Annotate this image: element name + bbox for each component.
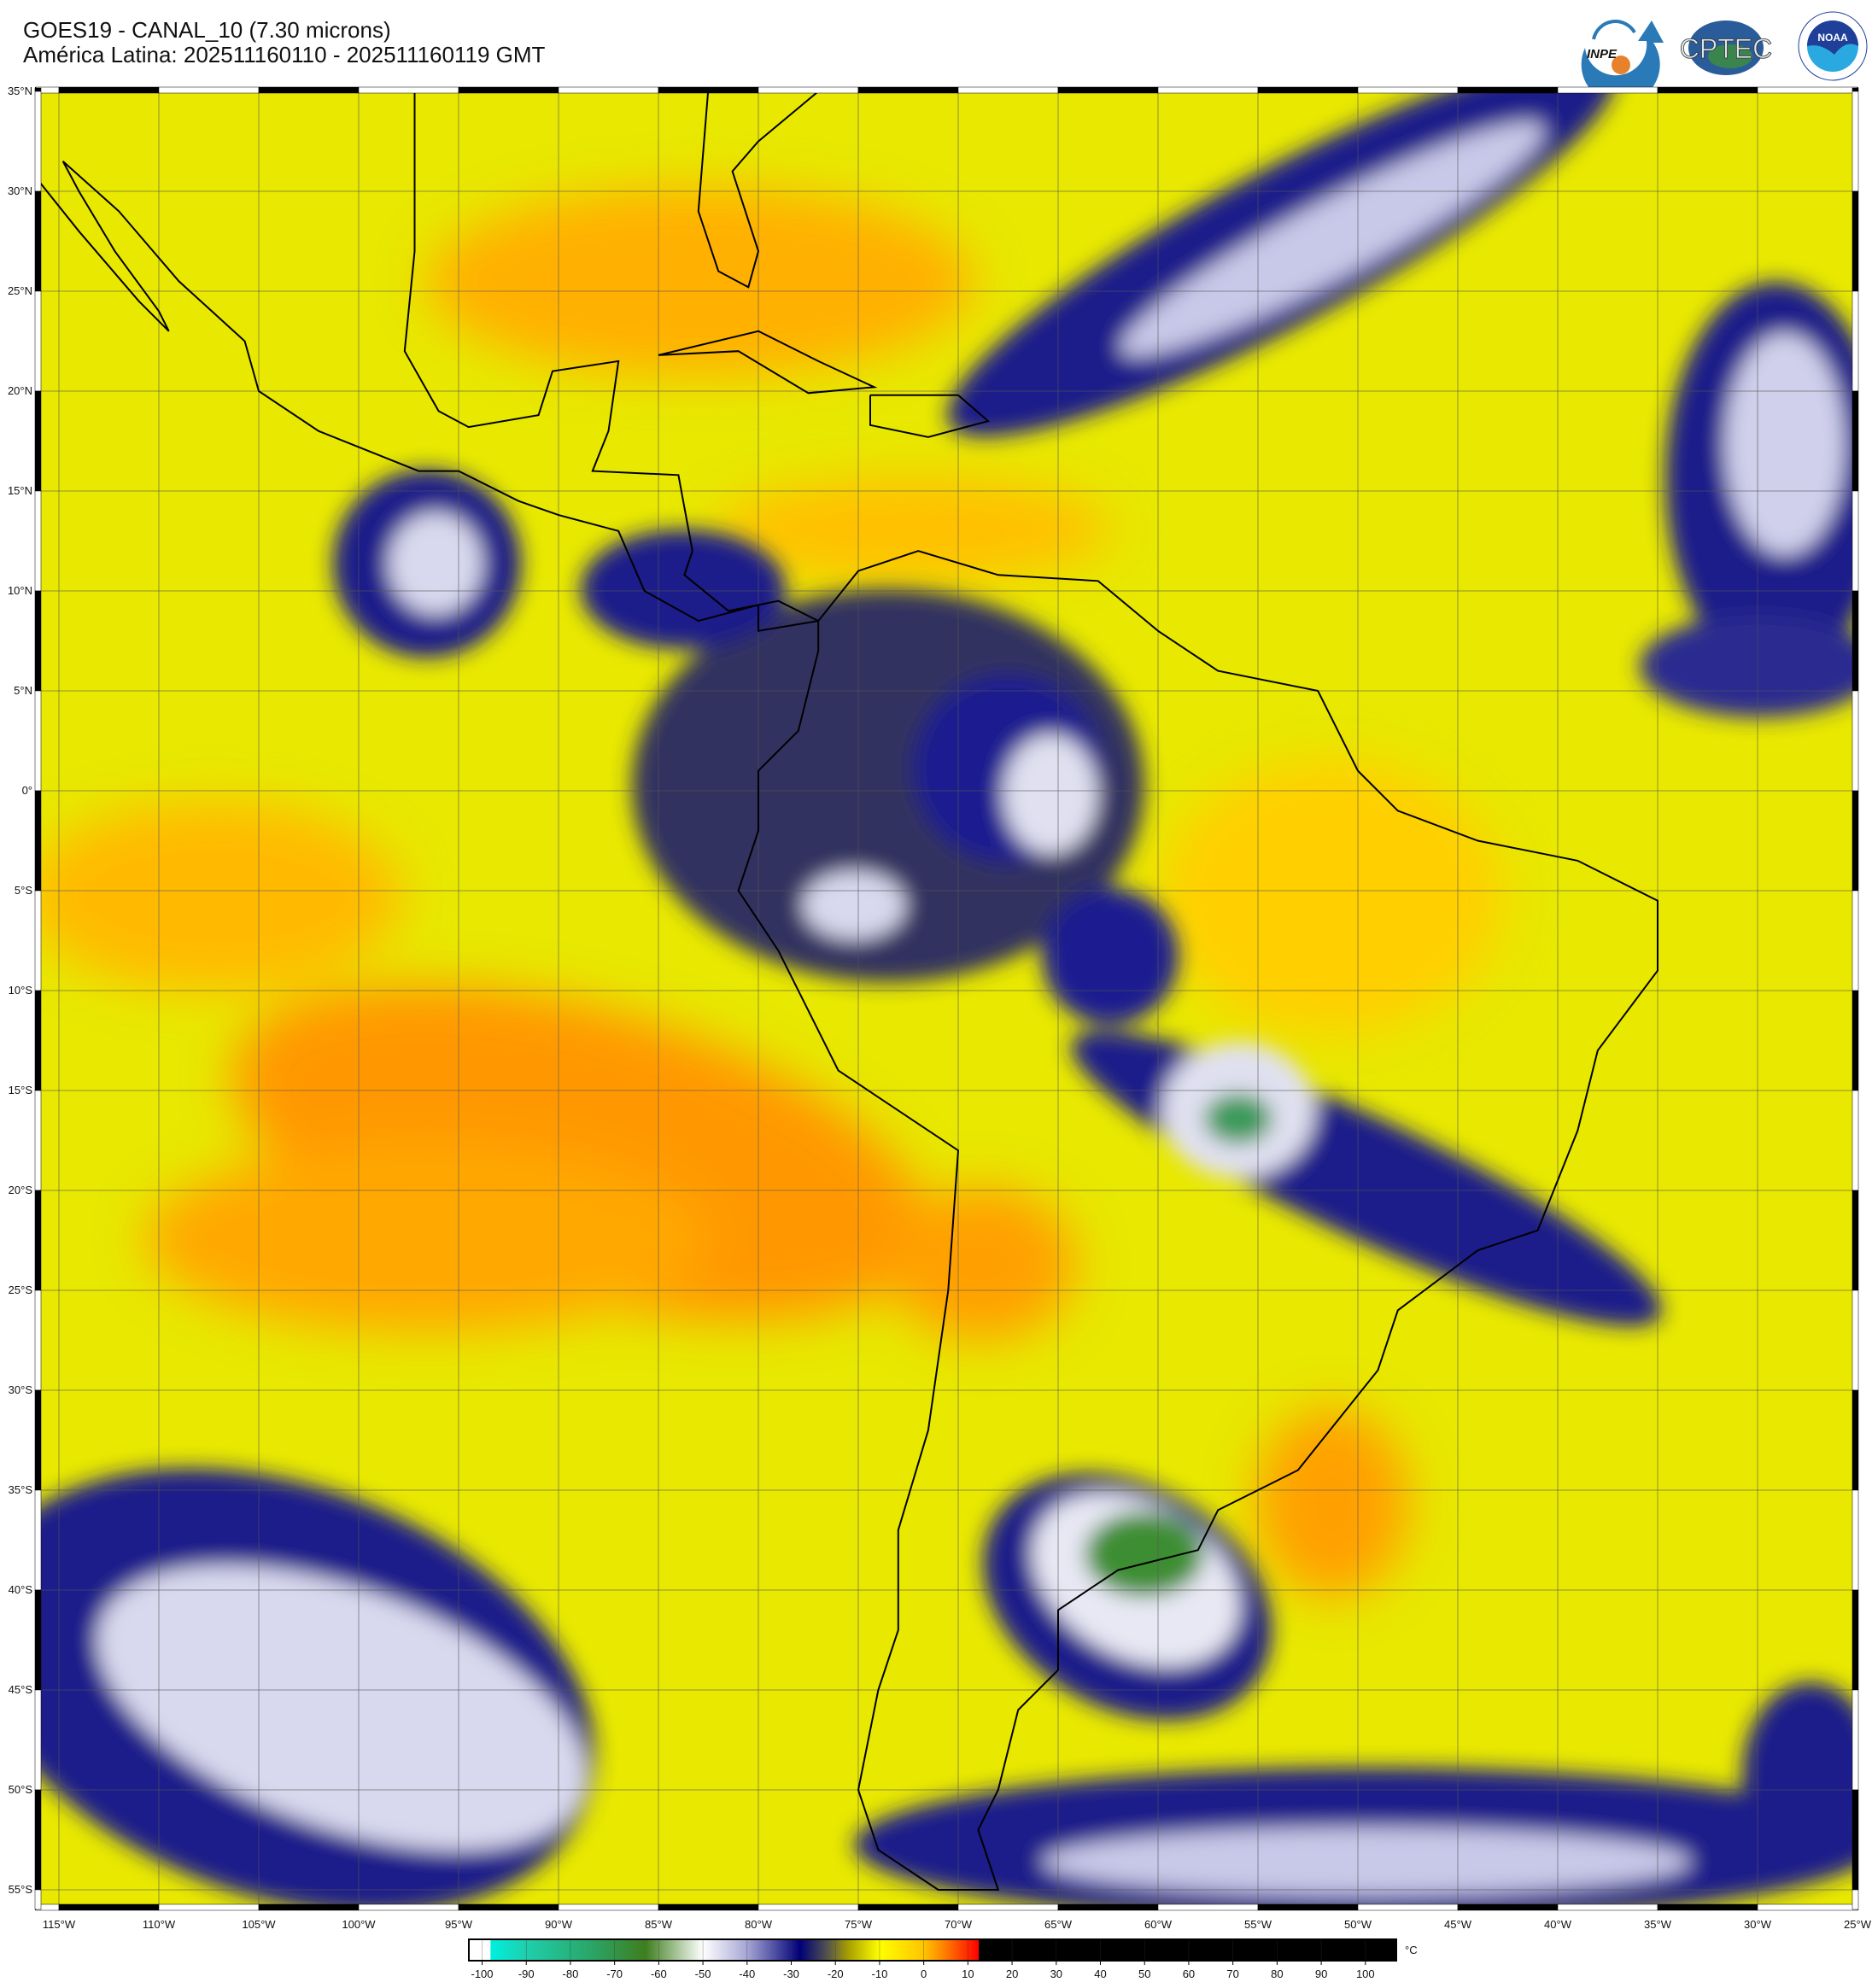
lat-label: 5°S (15, 884, 32, 897)
lat-label: 25°S (9, 1283, 33, 1296)
map-subtitle: América Latina: 202511160110 - 202511160… (23, 42, 546, 67)
colorbar-tick-label: -60 (651, 1968, 667, 1980)
lon-label: 110°W (143, 1918, 176, 1930)
lat-label: 35°S (9, 1483, 33, 1496)
lon-label: 115°W (43, 1918, 76, 1930)
colorbar-tick-label: 0 (921, 1968, 927, 1980)
lat-label: 20°S (9, 1184, 33, 1196)
lat-label: 15°N (8, 484, 32, 497)
lon-label: 35°W (1644, 1918, 1672, 1930)
lon-label: 50°W (1344, 1918, 1372, 1930)
lon-label: 80°W (745, 1918, 773, 1930)
lon-label: 45°W (1444, 1918, 1472, 1930)
lat-label: 55°S (9, 1883, 33, 1896)
inpe-logo: INPE (1581, 20, 1664, 87)
colorbar-tick-label: -100 (471, 1968, 493, 1980)
cloud-areas (36, 88, 1857, 1909)
cptec-logo: CPTEC (1679, 20, 1773, 75)
lat-label: 25°N (8, 284, 32, 297)
colorbar-tick-label: -10 (872, 1968, 888, 1980)
lon-label: 60°W (1144, 1918, 1173, 1930)
svg-text:NOAA: NOAA (1817, 32, 1848, 44)
lat-label: 40°S (9, 1583, 33, 1596)
svg-text:CPTEC: CPTEC (1680, 33, 1772, 64)
lat-label: 35°N (8, 85, 32, 97)
longitude-labels: 115°W 110°W 105°W 100°W 95°W 90°W 85°W 80°W 75°W… (43, 1918, 1872, 1930)
lon-label: 55°W (1244, 1918, 1272, 1930)
map-title: GOES19 - CANAL_10 (7.30 microns) (23, 17, 391, 43)
coastline-south-america (737, 550, 1658, 1891)
colorbar-tick-label: -80 (563, 1968, 579, 1980)
colorbar-tick-label: -70 (606, 1968, 623, 1980)
lon-label: 100°W (342, 1918, 376, 1930)
graticule (36, 88, 1857, 1909)
noaa-logo: NOAA (1798, 11, 1868, 81)
colorbar-unit: °C (1405, 1944, 1418, 1956)
lat-label: 50°S (9, 1783, 33, 1796)
colorbar-tick-label: 70 (1226, 1968, 1238, 1980)
colorbar-tick-label: 90 (1315, 1968, 1327, 1980)
colorbar-tick-label: 50 (1138, 1968, 1150, 1980)
satellite-map[interactable]: 35°N 30°N 25°N 20°N 15°N 10°N 5°N 0° 5°S 10°S 15°S… (0, 0, 1872, 1930)
latitude-labels: 35°N 30°N 25°N 20°N 15°N 10°N 5°N 0° 5°S 10°S 15°S… (8, 85, 32, 1896)
lon-label: 70°W (945, 1918, 973, 1930)
colorbar-tick-label: -20 (828, 1968, 844, 1980)
colorbar-tick-label: 40 (1094, 1968, 1106, 1980)
lat-label: 45°S (9, 1683, 33, 1696)
lon-label: 105°W (242, 1918, 276, 1930)
lon-label: 40°W (1544, 1918, 1572, 1930)
colorbar-tick-label: 80 (1271, 1968, 1283, 1980)
lon-label: 90°W (545, 1918, 573, 1930)
imagery (36, 88, 1857, 1909)
colorbar-tick-label: 100 (1356, 1968, 1375, 1980)
colorbar: -100 -90 -80 -70 -60 -50 -40 -30 -20 -10 0 10 20 30 40… (468, 1938, 1418, 1980)
lat-label: 30°S (9, 1383, 33, 1396)
lat-label: 10°N (8, 584, 32, 597)
colorbar-tick-label: 60 (1183, 1968, 1195, 1980)
colorbar-tick-label: -40 (739, 1968, 755, 1980)
lon-label: 25°W (1844, 1918, 1872, 1930)
lat-label: 20°N (8, 384, 32, 397)
logos: INPE CPTEC NOAA (1581, 11, 1868, 87)
colorbar-tick-label: -50 (695, 1968, 711, 1980)
warm-dry-areas (36, 188, 1503, 1597)
lon-label: 65°W (1044, 1918, 1073, 1930)
colorbar-tick-label: -90 (518, 1968, 535, 1980)
lat-label: 0° (22, 784, 32, 797)
lat-label: 30°N (8, 184, 32, 197)
lon-label: 75°W (845, 1918, 873, 1930)
colorbar-tick-label: 10 (962, 1968, 974, 1980)
lat-label: 15°S (9, 1084, 33, 1096)
lon-label: 85°W (645, 1918, 673, 1930)
svg-text:INPE: INPE (1587, 47, 1618, 61)
colorbar-ticks: -100 -90 -80 -70 -60 -50 -40 -30 -20 -10 0 10 20 30 40… (471, 1939, 1375, 1980)
lon-label: 30°W (1744, 1918, 1772, 1930)
colorbar-tick-label: -30 (783, 1968, 799, 1980)
lon-label: 95°W (445, 1918, 473, 1930)
colorbar-tick-label: 30 (1050, 1968, 1062, 1980)
coastline-central-america (36, 88, 991, 632)
map-frame (34, 86, 1859, 1911)
colorbar-tick-label: 20 (1006, 1968, 1018, 1980)
lat-label: 10°S (9, 984, 33, 997)
lat-label: 5°N (14, 684, 32, 697)
